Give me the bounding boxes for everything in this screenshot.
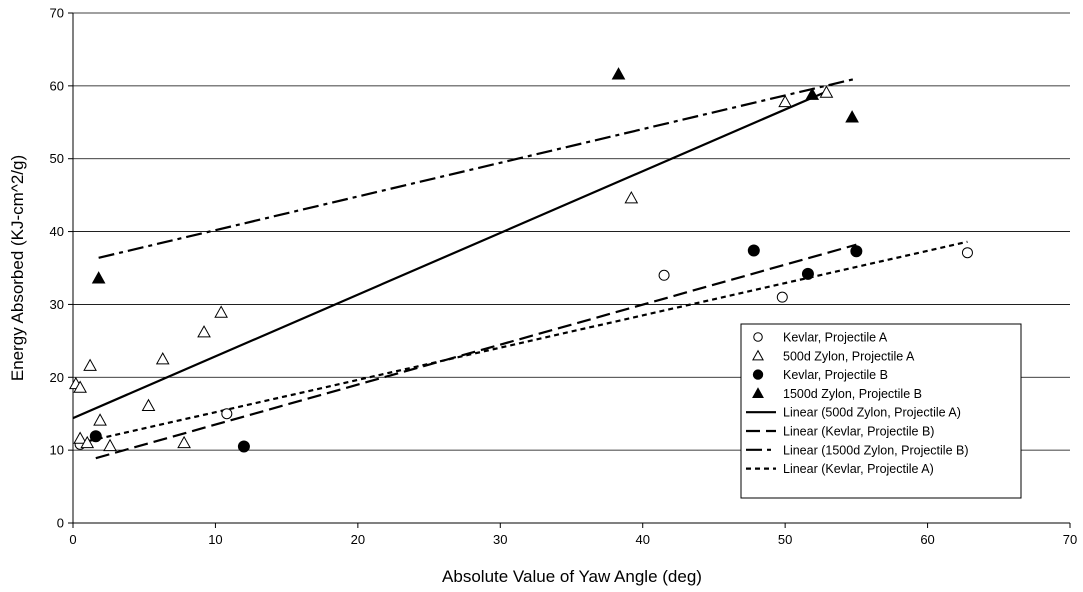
- x-tick-label-0: 0: [69, 532, 76, 547]
- legend: Kevlar, Projectile A 500d Zylon, Projecti…: [740, 323, 1022, 499]
- series-1500d-zylon-projectile-b: [91, 67, 859, 284]
- series-500d-zylon-projectile-a: [68, 85, 834, 452]
- data-point-kevlar-projectile-a-1: [221, 408, 233, 420]
- data-point-1500d-zylon-projectile-b-3: [845, 110, 859, 123]
- data-point-kevlar-projectile-b-3: [801, 267, 814, 280]
- data-point-kevlar-projectile-b-0: [89, 430, 102, 443]
- legend-box: [740, 323, 1022, 499]
- data-point-1500d-zylon-projectile-b-1: [611, 67, 626, 80]
- legend-label-linear-500d-zylon-projectile-a: Linear (500d Zylon, Projectile A): [783, 406, 961, 420]
- legend-marker-kevlar-projectile-b: [752, 369, 764, 380]
- data-point-kevlar-projectile-b-2: [747, 244, 760, 257]
- data-point-kevlar-projectile-a-4: [961, 247, 973, 259]
- legend-label-kevlar-projectile-a: Kevlar, Projectile A: [783, 331, 888, 345]
- y-tick-label-20: 20: [50, 370, 64, 385]
- data-point-kevlar-projectile-b-1: [237, 440, 250, 453]
- legend-label-kevlar-projectile-b: Kevlar, Projectile B: [783, 368, 888, 382]
- axes: [68, 12, 1071, 528]
- data-point-500d-zylon-projectile-a-3: [80, 435, 95, 449]
- trendline-linear-kevlar-projectile-b: [95, 243, 857, 460]
- legend-label-linear-1500d-zylon-projectile-b: Linear (1500d Zylon, Projectile B): [783, 443, 969, 457]
- x-axis-title: Absolute Value of Yaw Angle (deg): [442, 567, 702, 586]
- data-point-500d-zylon-projectile-a-9: [177, 435, 191, 449]
- data-point-500d-zylon-projectile-a-7: [141, 398, 156, 411]
- legend-label-linear-kevlar-projectile-a: Linear (Kevlar, Projectile A): [783, 462, 934, 476]
- data-point-500d-zylon-projectile-a-11: [214, 305, 228, 318]
- legend-label-500d-zylon-projectile-a: 500d Zylon, Projectile A: [783, 349, 915, 363]
- trendline-linear-500d-zylon-projectile-a: [72, 89, 829, 420]
- legend-label-linear-kevlar-projectile-b: Linear (Kevlar, Projectile B): [783, 425, 934, 439]
- legend-marker-kevlar-projectile-a: [753, 332, 763, 342]
- data-point-1500d-zylon-projectile-b-2: [805, 87, 820, 100]
- x-tick-label-30: 30: [493, 532, 507, 547]
- x-tick-label-10: 10: [208, 532, 222, 547]
- data-point-500d-zylon-projectile-a-12: [624, 191, 639, 204]
- legend-marker-500d-zylon-projectile-a: [752, 349, 764, 361]
- data-point-500d-zylon-projectile-a-14: [819, 85, 834, 98]
- x-tick-label-50: 50: [778, 532, 792, 547]
- y-axis-title: Energy Absorbed (KJ-cm^2/g): [8, 155, 27, 381]
- x-tick-label-60: 60: [920, 532, 934, 547]
- y-tick-label-70: 70: [50, 6, 64, 21]
- y-tick-label-40: 40: [50, 224, 64, 239]
- data-point-500d-zylon-projectile-a-13: [778, 94, 792, 108]
- data-markers: [68, 67, 973, 453]
- x-tick-label-20: 20: [351, 532, 365, 547]
- data-point-kevlar-projectile-a-2: [658, 269, 670, 281]
- data-point-500d-zylon-projectile-a-10: [197, 325, 211, 338]
- series-kevlar-projectile-b: [89, 244, 863, 453]
- gridlines: [73, 12, 1070, 451]
- data-point-kevlar-projectile-a-3: [776, 291, 788, 303]
- trendline-linear-kevlar-projectile-a: [79, 240, 968, 444]
- y-tick-label-60: 60: [50, 78, 64, 93]
- y-tick-label-50: 50: [50, 151, 64, 166]
- data-point-500d-zylon-projectile-a-2: [73, 431, 87, 444]
- y-tick-label-0: 0: [57, 516, 64, 531]
- x-tick-label-40: 40: [635, 532, 649, 547]
- x-tick-labels: 0 10 20 30 40 50 60 70: [69, 532, 1077, 547]
- y-tick-label-30: 30: [50, 297, 64, 312]
- x-tick-label-70: 70: [1063, 532, 1077, 547]
- data-point-500d-zylon-projectile-a-1: [73, 380, 87, 393]
- data-point-500d-zylon-projectile-a-5: [93, 413, 107, 426]
- data-point-500d-zylon-projectile-a-6: [103, 438, 117, 452]
- trendline-linear-1500d-zylon-projectile-b: [98, 77, 857, 259]
- data-point-kevlar-projectile-b-4: [850, 245, 863, 258]
- y-tick-labels: 0 10 20 30 40 50 60 70: [50, 6, 64, 531]
- legend-marker-1500d-zylon-projectile-b: [752, 387, 764, 398]
- data-point-500d-zylon-projectile-a-4: [83, 358, 97, 371]
- data-point-1500d-zylon-projectile-b-0: [91, 271, 106, 284]
- y-tick-label-10: 10: [50, 443, 64, 458]
- trendlines: [72, 77, 968, 460]
- legend-label-1500d-zylon-projectile-b: 1500d Zylon, Projectile B: [783, 387, 922, 401]
- data-point-500d-zylon-projectile-a-8: [155, 352, 170, 365]
